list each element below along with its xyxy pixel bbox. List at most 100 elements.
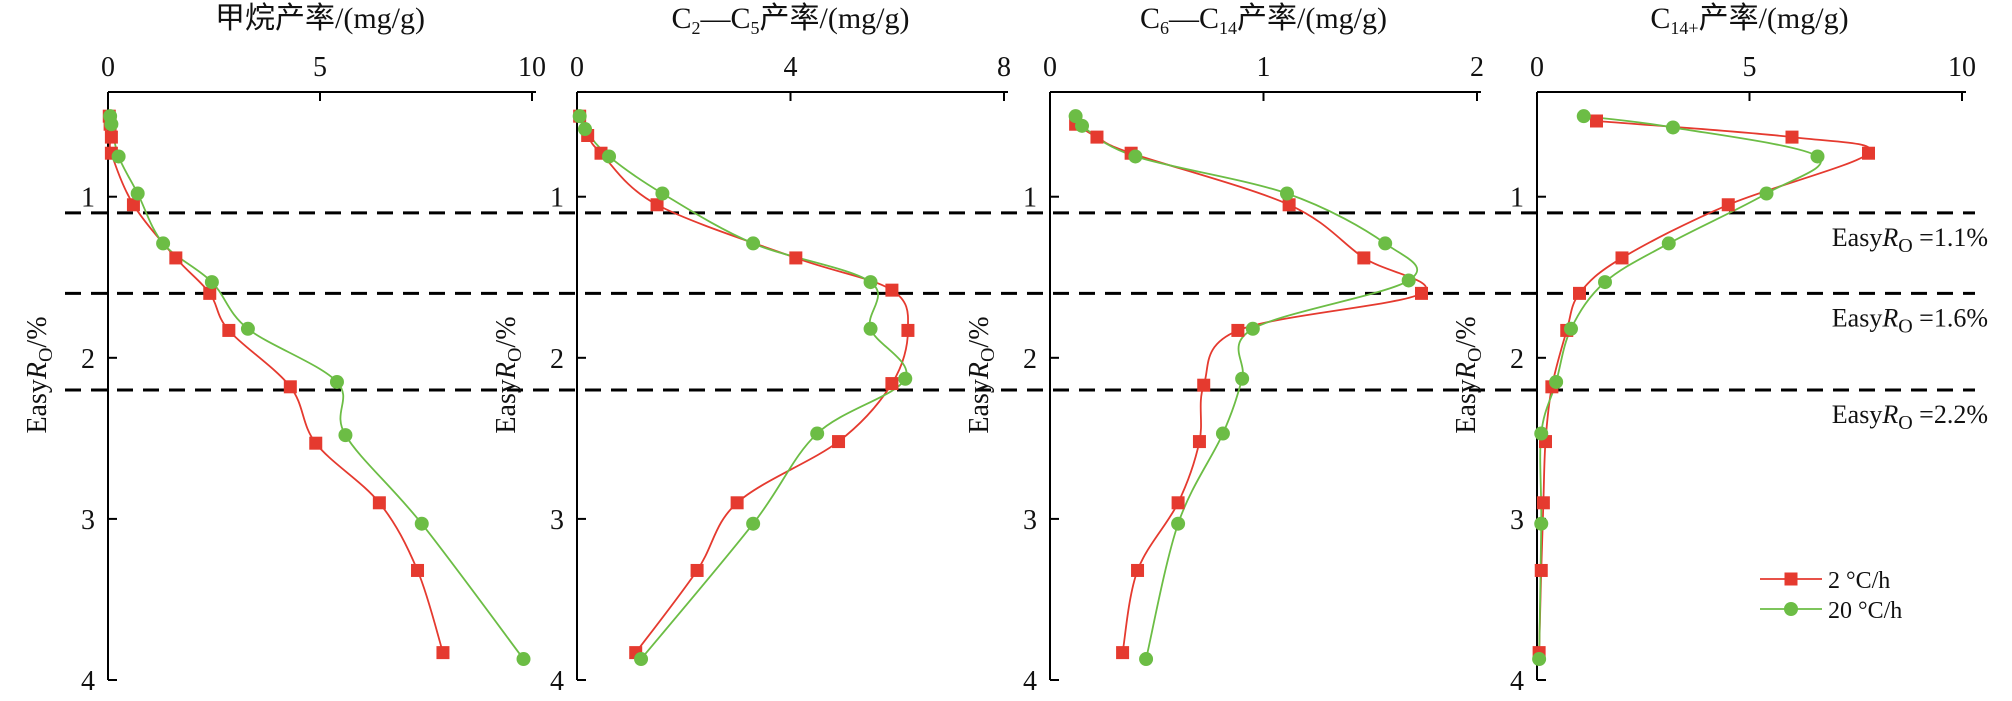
data-point-circle bbox=[1598, 275, 1612, 290]
data-point-circle bbox=[863, 321, 878, 336]
y-tick-label: 4 bbox=[1023, 666, 1037, 697]
data-point-circle bbox=[1128, 149, 1143, 164]
y-tick-label: 1 bbox=[1023, 183, 1037, 214]
data-point-circle bbox=[1171, 516, 1186, 531]
x-tick-label: 8 bbox=[997, 52, 1011, 83]
data-point-circle bbox=[1139, 652, 1154, 667]
data-point-square bbox=[104, 130, 118, 144]
data-point-square bbox=[1615, 251, 1629, 265]
data-point-square bbox=[1785, 130, 1799, 144]
data-point-square bbox=[309, 436, 323, 450]
legend-marker-square bbox=[1784, 572, 1798, 586]
data-point-circle bbox=[578, 122, 593, 137]
data-point-square bbox=[690, 563, 704, 577]
data-point-square bbox=[885, 377, 899, 391]
x-tick-label: 5 bbox=[1743, 52, 1757, 83]
data-point-square bbox=[222, 323, 236, 337]
y-tick-label: 4 bbox=[1510, 666, 1524, 697]
data-point-square bbox=[1090, 130, 1104, 144]
data-point-square bbox=[1197, 378, 1211, 392]
data-point-square bbox=[1171, 496, 1185, 510]
data-point-circle bbox=[863, 275, 878, 290]
data-point-circle bbox=[1279, 186, 1294, 201]
data-point-square bbox=[436, 646, 450, 660]
y-axis-label: EasyRO/% bbox=[1451, 316, 1486, 433]
data-point-circle bbox=[1534, 426, 1549, 441]
data-point-circle bbox=[1534, 516, 1549, 531]
series-line-2c bbox=[1538, 120, 1872, 653]
data-point-circle bbox=[1215, 426, 1230, 441]
data-point-square bbox=[411, 563, 425, 577]
data-point-circle bbox=[1245, 321, 1260, 336]
data-point-circle bbox=[338, 428, 353, 443]
data-point-circle bbox=[1661, 236, 1676, 251]
x-tick-label: 5 bbox=[313, 52, 327, 83]
panel-3: 0 1 2 1 2 3 4 EasyRO/% C6—C14产率/(mg/g) bbox=[964, 2, 1484, 697]
x-tick-label: 4 bbox=[784, 52, 798, 83]
reference-label-2.2: EasyRO =2.2% bbox=[1832, 400, 1988, 434]
data-point-circle bbox=[204, 275, 219, 290]
panel-title: 甲烷产率/(mg/g) bbox=[215, 2, 425, 35]
x-tick-label: 0 bbox=[101, 52, 115, 83]
y-axis-label: EasyRO/% bbox=[491, 316, 526, 433]
x-tick-label: 0 bbox=[1530, 52, 1544, 83]
x-tick-label: 2 bbox=[1470, 52, 1484, 83]
y-tick-label: 1 bbox=[550, 183, 564, 214]
data-point-square bbox=[901, 323, 915, 337]
data-point-square bbox=[832, 435, 846, 449]
data-point-circle bbox=[516, 652, 531, 667]
data-point-circle bbox=[414, 516, 429, 531]
panel-1: 0 5 10 1 2 3 4 EasyRO/% 甲烷产率/(mg/g) bbox=[22, 2, 546, 697]
data-point-circle bbox=[1759, 186, 1774, 201]
data-point-square bbox=[1131, 563, 1145, 577]
data-point-circle bbox=[1378, 236, 1393, 251]
y-tick-label: 3 bbox=[81, 505, 95, 536]
data-point-square bbox=[730, 496, 744, 510]
series-line-20c bbox=[578, 115, 908, 660]
data-point-square bbox=[126, 198, 140, 212]
y-tick-label: 1 bbox=[1510, 183, 1524, 214]
data-point-square bbox=[789, 251, 803, 265]
y-tick-label: 4 bbox=[81, 666, 95, 697]
panel-title: C2—C5产率/(mg/g) bbox=[671, 2, 909, 38]
series-line-2c bbox=[108, 116, 444, 653]
y-tick-label: 3 bbox=[1023, 505, 1037, 536]
data-point-square bbox=[1357, 251, 1371, 265]
legend-label: 20 °C/h bbox=[1828, 598, 1902, 624]
data-point-circle bbox=[746, 236, 761, 251]
panel-title: C6—C14产率/(mg/g) bbox=[1140, 2, 1387, 38]
data-point-square bbox=[1534, 563, 1548, 577]
reference-label-1.1: EasyRO =1.1% bbox=[1832, 223, 1988, 257]
data-point-circle bbox=[130, 186, 145, 201]
y-tick-label: 1 bbox=[81, 183, 95, 214]
series-line-20c bbox=[1538, 115, 1822, 660]
y-tick-label: 2 bbox=[81, 344, 95, 375]
data-point-square bbox=[169, 251, 183, 265]
series-line-20c bbox=[109, 116, 525, 660]
data-point-circle bbox=[329, 374, 344, 389]
y-tick-label: 2 bbox=[1023, 344, 1037, 375]
y-tick-label: 3 bbox=[550, 505, 564, 536]
data-point-square bbox=[203, 286, 217, 300]
reference-label-1.6: EasyRO =1.6% bbox=[1832, 303, 1988, 337]
data-point-circle bbox=[1564, 321, 1578, 336]
reference-lines: EasyRO =1.1% EasyRO =1.6% EasyRO =2.2% bbox=[65, 211, 1988, 434]
x-tick-label: 0 bbox=[570, 52, 584, 83]
legend-marker-circle bbox=[1784, 602, 1798, 616]
data-point-circle bbox=[1549, 374, 1564, 389]
data-point-circle bbox=[655, 186, 670, 201]
data-point-square bbox=[1116, 646, 1130, 660]
y-axis-label: EasyRO/% bbox=[22, 316, 57, 433]
data-point-square bbox=[1414, 286, 1428, 300]
data-point-circle bbox=[810, 426, 825, 441]
data-point-square bbox=[885, 283, 899, 297]
data-point-circle bbox=[240, 321, 255, 336]
x-tick-label: 10 bbox=[1948, 52, 1976, 83]
y-tick-label: 3 bbox=[1510, 505, 1524, 536]
x-tick-label: 0 bbox=[1043, 52, 1057, 83]
series-line-2c bbox=[578, 115, 909, 654]
data-point-circle bbox=[1576, 109, 1591, 124]
legend: 2 °C/h 20 °C/h bbox=[1760, 568, 1902, 624]
data-point-square bbox=[283, 380, 297, 394]
data-point-circle bbox=[602, 149, 617, 164]
